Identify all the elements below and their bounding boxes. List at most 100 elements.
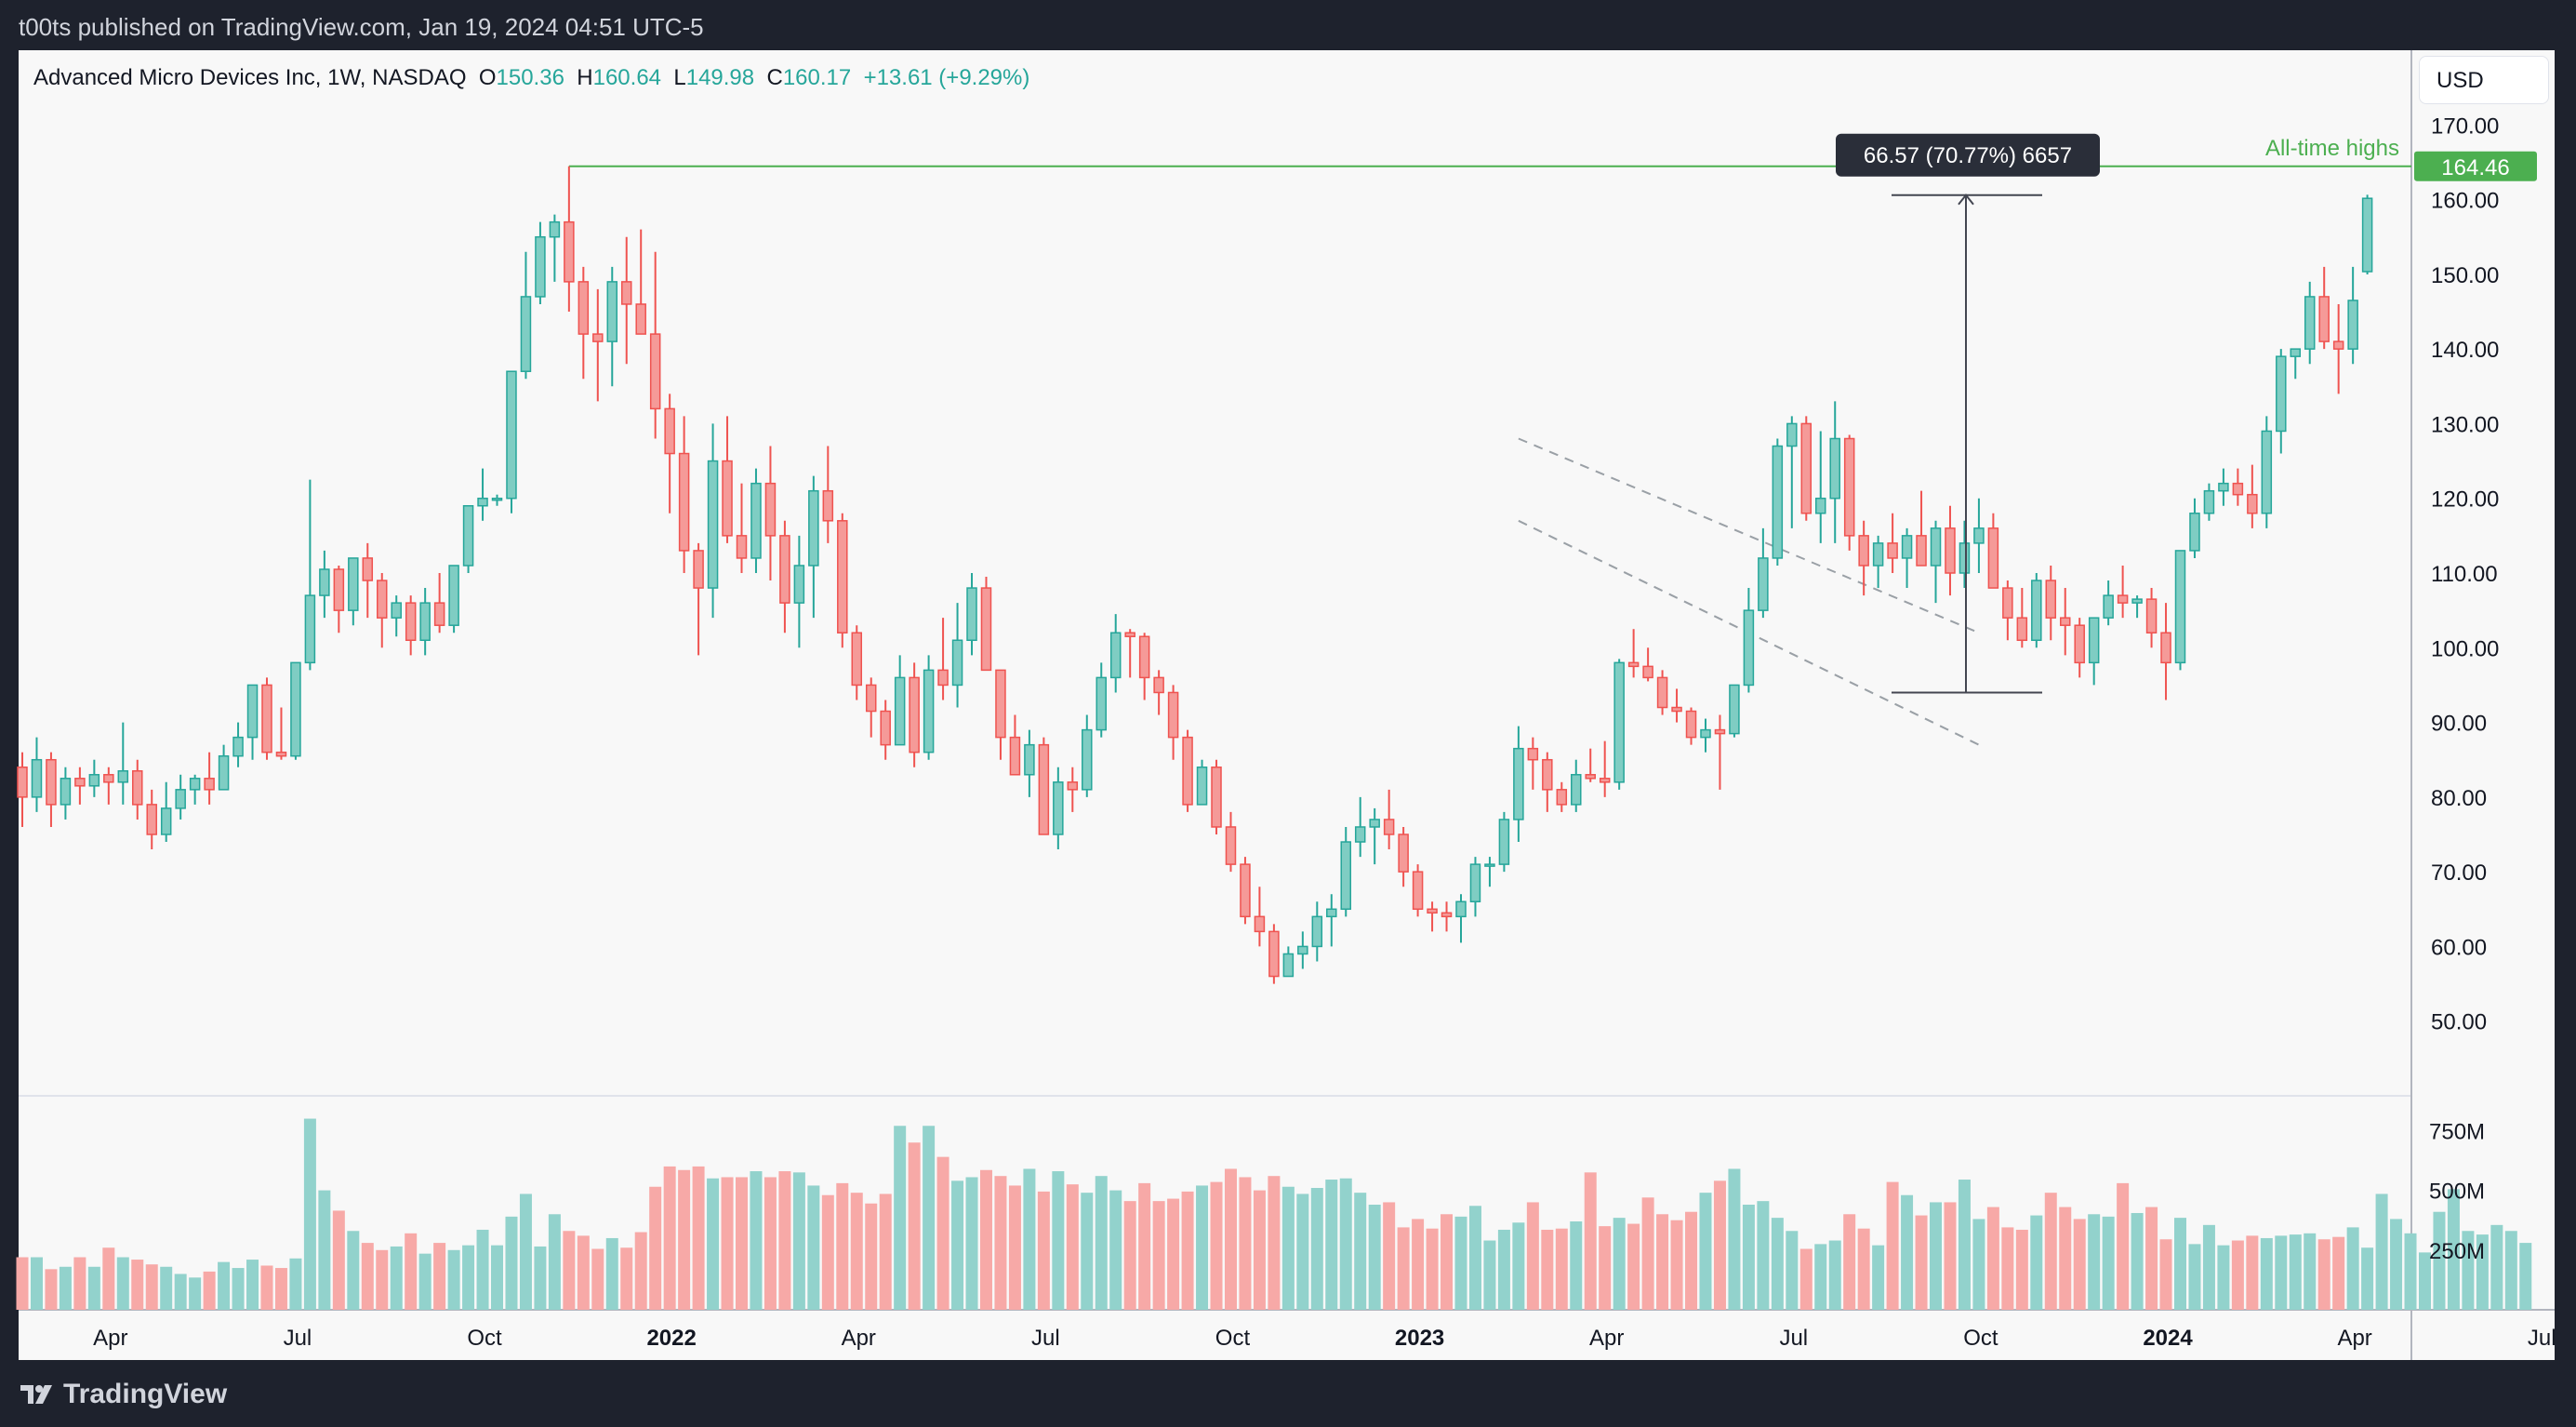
candle-body (1095, 676, 1107, 731)
volume-bar (131, 1260, 144, 1310)
candle-body (1109, 632, 1122, 679)
volume-bar (1584, 1172, 1597, 1310)
volume-bar (1570, 1220, 1583, 1310)
chart-frame (19, 50, 2555, 1360)
candle-body (822, 489, 834, 522)
candle-body (2290, 348, 2302, 357)
volume-tick-label: 250M (2429, 1239, 2485, 1264)
measure-arrow-head (1958, 193, 1974, 206)
volume-bar (1412, 1219, 1425, 1310)
candle-body (578, 281, 590, 335)
volume-bar (923, 1126, 936, 1310)
time-axis[interactable]: Apr Jul Oct 2022 Apr Jul Oct 2023 Apr Jul Oct 2024 A… (93, 1326, 2556, 1351)
candle-body (2189, 513, 2200, 552)
candle-body (1067, 781, 1079, 791)
tradingview-logo[interactable]: TradingView (19, 1379, 227, 1410)
candle-body (966, 587, 977, 642)
volume-bar (850, 1193, 863, 1310)
volume-bar (1742, 1205, 1755, 1310)
volume-bar (2447, 1189, 2460, 1310)
volume-bar (2174, 1218, 2186, 1310)
volume-bar (2102, 1216, 2115, 1310)
high-label: H (577, 65, 593, 90)
volume-bar (979, 1169, 992, 1310)
candle-body (535, 235, 546, 298)
change-value: +13.61 (+9.29%) (863, 65, 1030, 90)
candle-body (1138, 635, 1150, 679)
volume-bar (936, 1156, 949, 1310)
volume-bar (260, 1265, 273, 1310)
candle-body (506, 370, 517, 500)
volume-bar (577, 1235, 590, 1310)
volume-bar (951, 1180, 964, 1310)
volume-bar (1944, 1202, 1957, 1310)
candle-body (391, 602, 402, 619)
candle-body (1383, 819, 1395, 835)
candle-body (1240, 863, 1251, 918)
volume-bar (2088, 1214, 2101, 1310)
tradingview-icon (20, 1385, 52, 1404)
volume-bar (2117, 1182, 2130, 1310)
candle-body (232, 736, 244, 757)
candle-body (707, 460, 719, 589)
volume-bar (2159, 1239, 2172, 1310)
volume-bar (347, 1231, 360, 1310)
time-tick-label: Apr (2337, 1326, 2371, 1351)
candle-body (246, 684, 259, 739)
candle-body (1642, 665, 1653, 679)
volume-axis[interactable]: 750M 500M 250M (2429, 1119, 2485, 1263)
volume-bar (2217, 1245, 2230, 1310)
candle-body (103, 774, 114, 783)
price-tick-label: 160.00 (2431, 189, 2499, 214)
candle-body (1729, 684, 1740, 735)
volume-bar (994, 1176, 1007, 1310)
volume-bar (1210, 1181, 1223, 1310)
volume-bar (232, 1268, 245, 1310)
volume-bar (1930, 1202, 1943, 1310)
candle-body (2361, 197, 2373, 273)
volume-bar (361, 1243, 374, 1310)
candle-body (2131, 598, 2143, 604)
candle-body (275, 751, 287, 757)
volume-bar (491, 1245, 504, 1310)
volume-bar (1757, 1201, 1770, 1310)
candle-body (218, 754, 230, 791)
time-tick-label: Oct (1963, 1326, 1998, 1351)
volume-bar (1771, 1218, 1784, 1310)
currency-button[interactable]: USD (2419, 56, 2549, 104)
candle-body (1225, 826, 1237, 865)
candle-body (520, 296, 532, 372)
candle-body (2117, 594, 2129, 604)
chart-panel[interactable] (19, 50, 2555, 1360)
volume-bar (2418, 1252, 2431, 1310)
candle-body (2088, 617, 2100, 664)
candle-body (2031, 580, 2042, 642)
volume-bar (2476, 1234, 2489, 1310)
candle-body (1513, 747, 1524, 820)
volume-bar (736, 1177, 748, 1310)
volume-bar (332, 1210, 345, 1310)
candle-body (160, 807, 172, 835)
volume-bar (2519, 1243, 2532, 1310)
candle-body (433, 602, 445, 626)
volume-bar (2304, 1233, 2317, 1310)
candle-body (304, 594, 316, 664)
candle-body (2247, 493, 2258, 514)
candle-body (1959, 542, 1971, 574)
price-axis[interactable]: 170.00 160.00 150.00 140.00 130.00 120.00 110.… (2431, 113, 2499, 1034)
volume-bar (246, 1260, 259, 1310)
volume-bar (1786, 1231, 1799, 1310)
volume-bar (1641, 1197, 1654, 1310)
volume-bar (1526, 1202, 1539, 1310)
volume-bar (1656, 1214, 1669, 1310)
candle-body (894, 676, 906, 746)
candle-body (1872, 542, 1884, 567)
volume-bar (2260, 1237, 2273, 1310)
tradingview-brand: TradingView (63, 1379, 228, 1409)
volume-bar (764, 1177, 777, 1310)
volume-bar (1037, 1191, 1050, 1310)
candle-body (1484, 863, 1495, 867)
candle-body (405, 602, 417, 642)
volume-bar (1224, 1168, 1237, 1310)
